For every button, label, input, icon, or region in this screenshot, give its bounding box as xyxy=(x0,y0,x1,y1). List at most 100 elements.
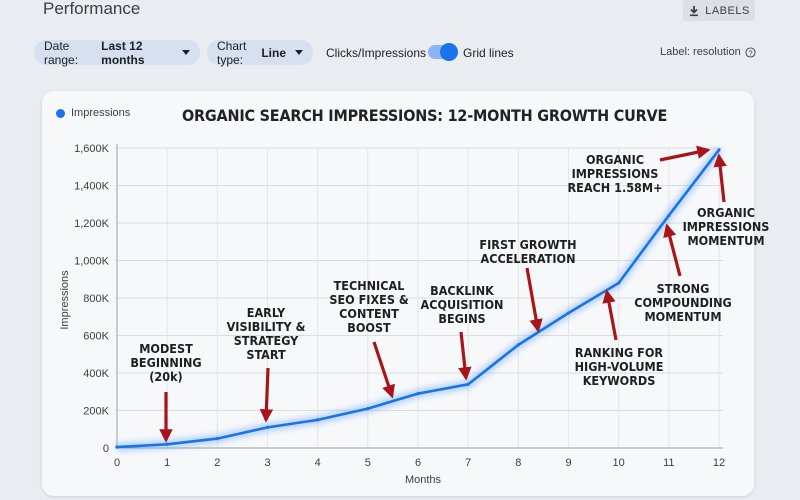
data-point xyxy=(265,425,270,429)
y-tick-label: 200K xyxy=(83,406,109,418)
chart-card xyxy=(42,91,754,496)
annotation-line: RANKING FOR xyxy=(574,345,664,360)
data-point xyxy=(516,343,520,347)
y-axis-title: Impressions xyxy=(59,270,71,330)
chevron-down-icon xyxy=(182,50,190,55)
data-point xyxy=(416,392,420,396)
download-icon xyxy=(690,5,699,16)
y-tick-label: 1,000K xyxy=(74,256,110,268)
toggle-knob xyxy=(440,43,458,61)
annotation-line: BEGINNING xyxy=(130,355,202,370)
annotation-line: CONTENT xyxy=(339,306,399,321)
date-range-value: Last 12 months xyxy=(101,38,145,67)
x-tick-label: 6 xyxy=(415,457,421,469)
annotation-arrow xyxy=(458,331,472,381)
annotation-line: HIGH-VOLUME xyxy=(574,359,664,374)
y-tick-label: 400K xyxy=(83,368,109,380)
x-tick-label: 5 xyxy=(365,457,371,469)
annotation-arrow xyxy=(713,153,727,203)
page-title: Performance xyxy=(43,0,141,18)
annotation-line: BEGINS xyxy=(438,311,486,326)
y-tick-label: 0 xyxy=(103,443,109,455)
annotation-arrow xyxy=(663,223,682,277)
data-point xyxy=(366,407,370,411)
x-tick-label: 2 xyxy=(214,457,220,469)
chevron-down-icon xyxy=(295,50,303,55)
clicks-impressions-label: Clicks/Impressions xyxy=(326,46,427,60)
date-range-dropdown[interactable]: Date range: Last 12 months xyxy=(34,38,200,67)
data-point xyxy=(717,148,721,152)
chart-type-dropdown[interactable]: Chart type: Line xyxy=(207,38,313,67)
annotation-line: MOMENTUM xyxy=(687,233,765,248)
chart-annotation: ORGANIC IMPRESSIONS REACH 1.58M+ xyxy=(555,153,675,195)
annotation-line: ACCELERATION xyxy=(480,251,576,266)
chart-annotation: TECHNICAL SEO FIXES & CONTENT BOOST xyxy=(309,279,429,335)
chart-annotation: BACKLINK ACQUISITION BEGINS xyxy=(402,284,522,326)
labels-button-label: LABELS xyxy=(705,4,750,17)
data-point xyxy=(466,382,470,386)
annotation-line: KEYWORDS xyxy=(582,373,656,388)
chart-type-label: Chart type: xyxy=(217,38,247,67)
annotation-line: MODEST xyxy=(139,341,193,356)
annotation-line: SEO FIXES & xyxy=(329,292,409,307)
annotation-line: TECHNICAL xyxy=(333,278,405,293)
data-point xyxy=(215,437,219,441)
annotation-line: (20k) xyxy=(149,369,183,384)
y-tick-label: 1,400K xyxy=(74,181,110,193)
x-tick-label: 1 xyxy=(164,457,170,469)
data-point xyxy=(316,418,320,422)
legend-label: Impressions xyxy=(71,107,131,119)
data-point xyxy=(115,445,119,449)
grid-lines-toggle[interactable] xyxy=(428,43,458,61)
chart-annotation: RANKING FOR HIGH-VOLUME KEYWORDS xyxy=(559,346,679,388)
annotation-line: ORGANIC xyxy=(697,205,755,220)
chart-annotation: STRONG COMPOUNDING MOMENTUM xyxy=(623,282,743,324)
legend-marker xyxy=(56,108,65,118)
chart-annotation: FIRST GROWTH ACCELERATION xyxy=(468,238,588,266)
x-tick-label: 4 xyxy=(315,457,321,469)
chart-title: ORGANIC SEARCH IMPRESSIONS: 12-MONTH GRO… xyxy=(182,106,668,125)
x-tick-label: 10 xyxy=(613,457,625,469)
annotation-line: IMPRESSIONS xyxy=(571,166,659,181)
annotation-line: COMPOUNDING xyxy=(634,295,732,310)
help-circle-icon: ? xyxy=(745,46,756,58)
annotation-line: BACKLINK xyxy=(430,283,494,298)
chart-annotation: EARLY VISIBILITY & STRATEGY START xyxy=(206,306,326,362)
x-tick-label: 11 xyxy=(663,457,674,469)
grid-lines-label: Grid lines xyxy=(463,46,514,60)
chart-type-value: Line xyxy=(261,45,286,60)
y-tick-label: 600K xyxy=(83,331,109,343)
annotation-arrow xyxy=(259,367,274,423)
chart-legend[interactable]: Impressions xyxy=(56,107,130,119)
y-tick-label: 1,200K xyxy=(74,218,110,230)
y-tick-label: 800K xyxy=(83,293,109,305)
annotation-arrow xyxy=(659,145,711,162)
data-point xyxy=(667,213,671,218)
annotation-arrow xyxy=(525,267,543,333)
svg-text:?: ? xyxy=(748,48,752,57)
x-tick-label: 0 xyxy=(114,457,120,469)
annotation-line: VISIBILITY & xyxy=(226,319,306,334)
x-tick-label: 12 xyxy=(713,457,725,469)
annotation-line: ACQUISITION xyxy=(420,297,504,312)
label-mode[interactable]: Label: resolution ? xyxy=(660,46,756,58)
annotation-line: IMPRESSIONS xyxy=(682,219,770,234)
data-point xyxy=(566,311,571,315)
x-tick-label: 7 xyxy=(465,457,471,469)
top-bar: Performance LABELS xyxy=(0,0,800,30)
data-point xyxy=(617,281,621,285)
annotation-line: START xyxy=(246,347,286,362)
chart-annotation: MODEST BEGINNING (20k) xyxy=(106,342,226,384)
labels-button[interactable]: LABELS xyxy=(683,0,755,21)
annotation-arrow xyxy=(372,341,395,399)
date-range-label: Date range: xyxy=(44,38,79,67)
annotation-line: STRONG xyxy=(656,281,710,296)
annotation-line: STRATEGY xyxy=(233,333,299,348)
x-tick-label: 3 xyxy=(264,457,270,469)
annotation-line: BOOST xyxy=(347,320,391,335)
annotation-line: ORGANIC xyxy=(586,152,644,167)
annotation-line: REACH 1.58M+ xyxy=(567,180,663,195)
x-tick-label: 8 xyxy=(515,457,521,469)
x-axis-title: Months xyxy=(405,474,442,486)
